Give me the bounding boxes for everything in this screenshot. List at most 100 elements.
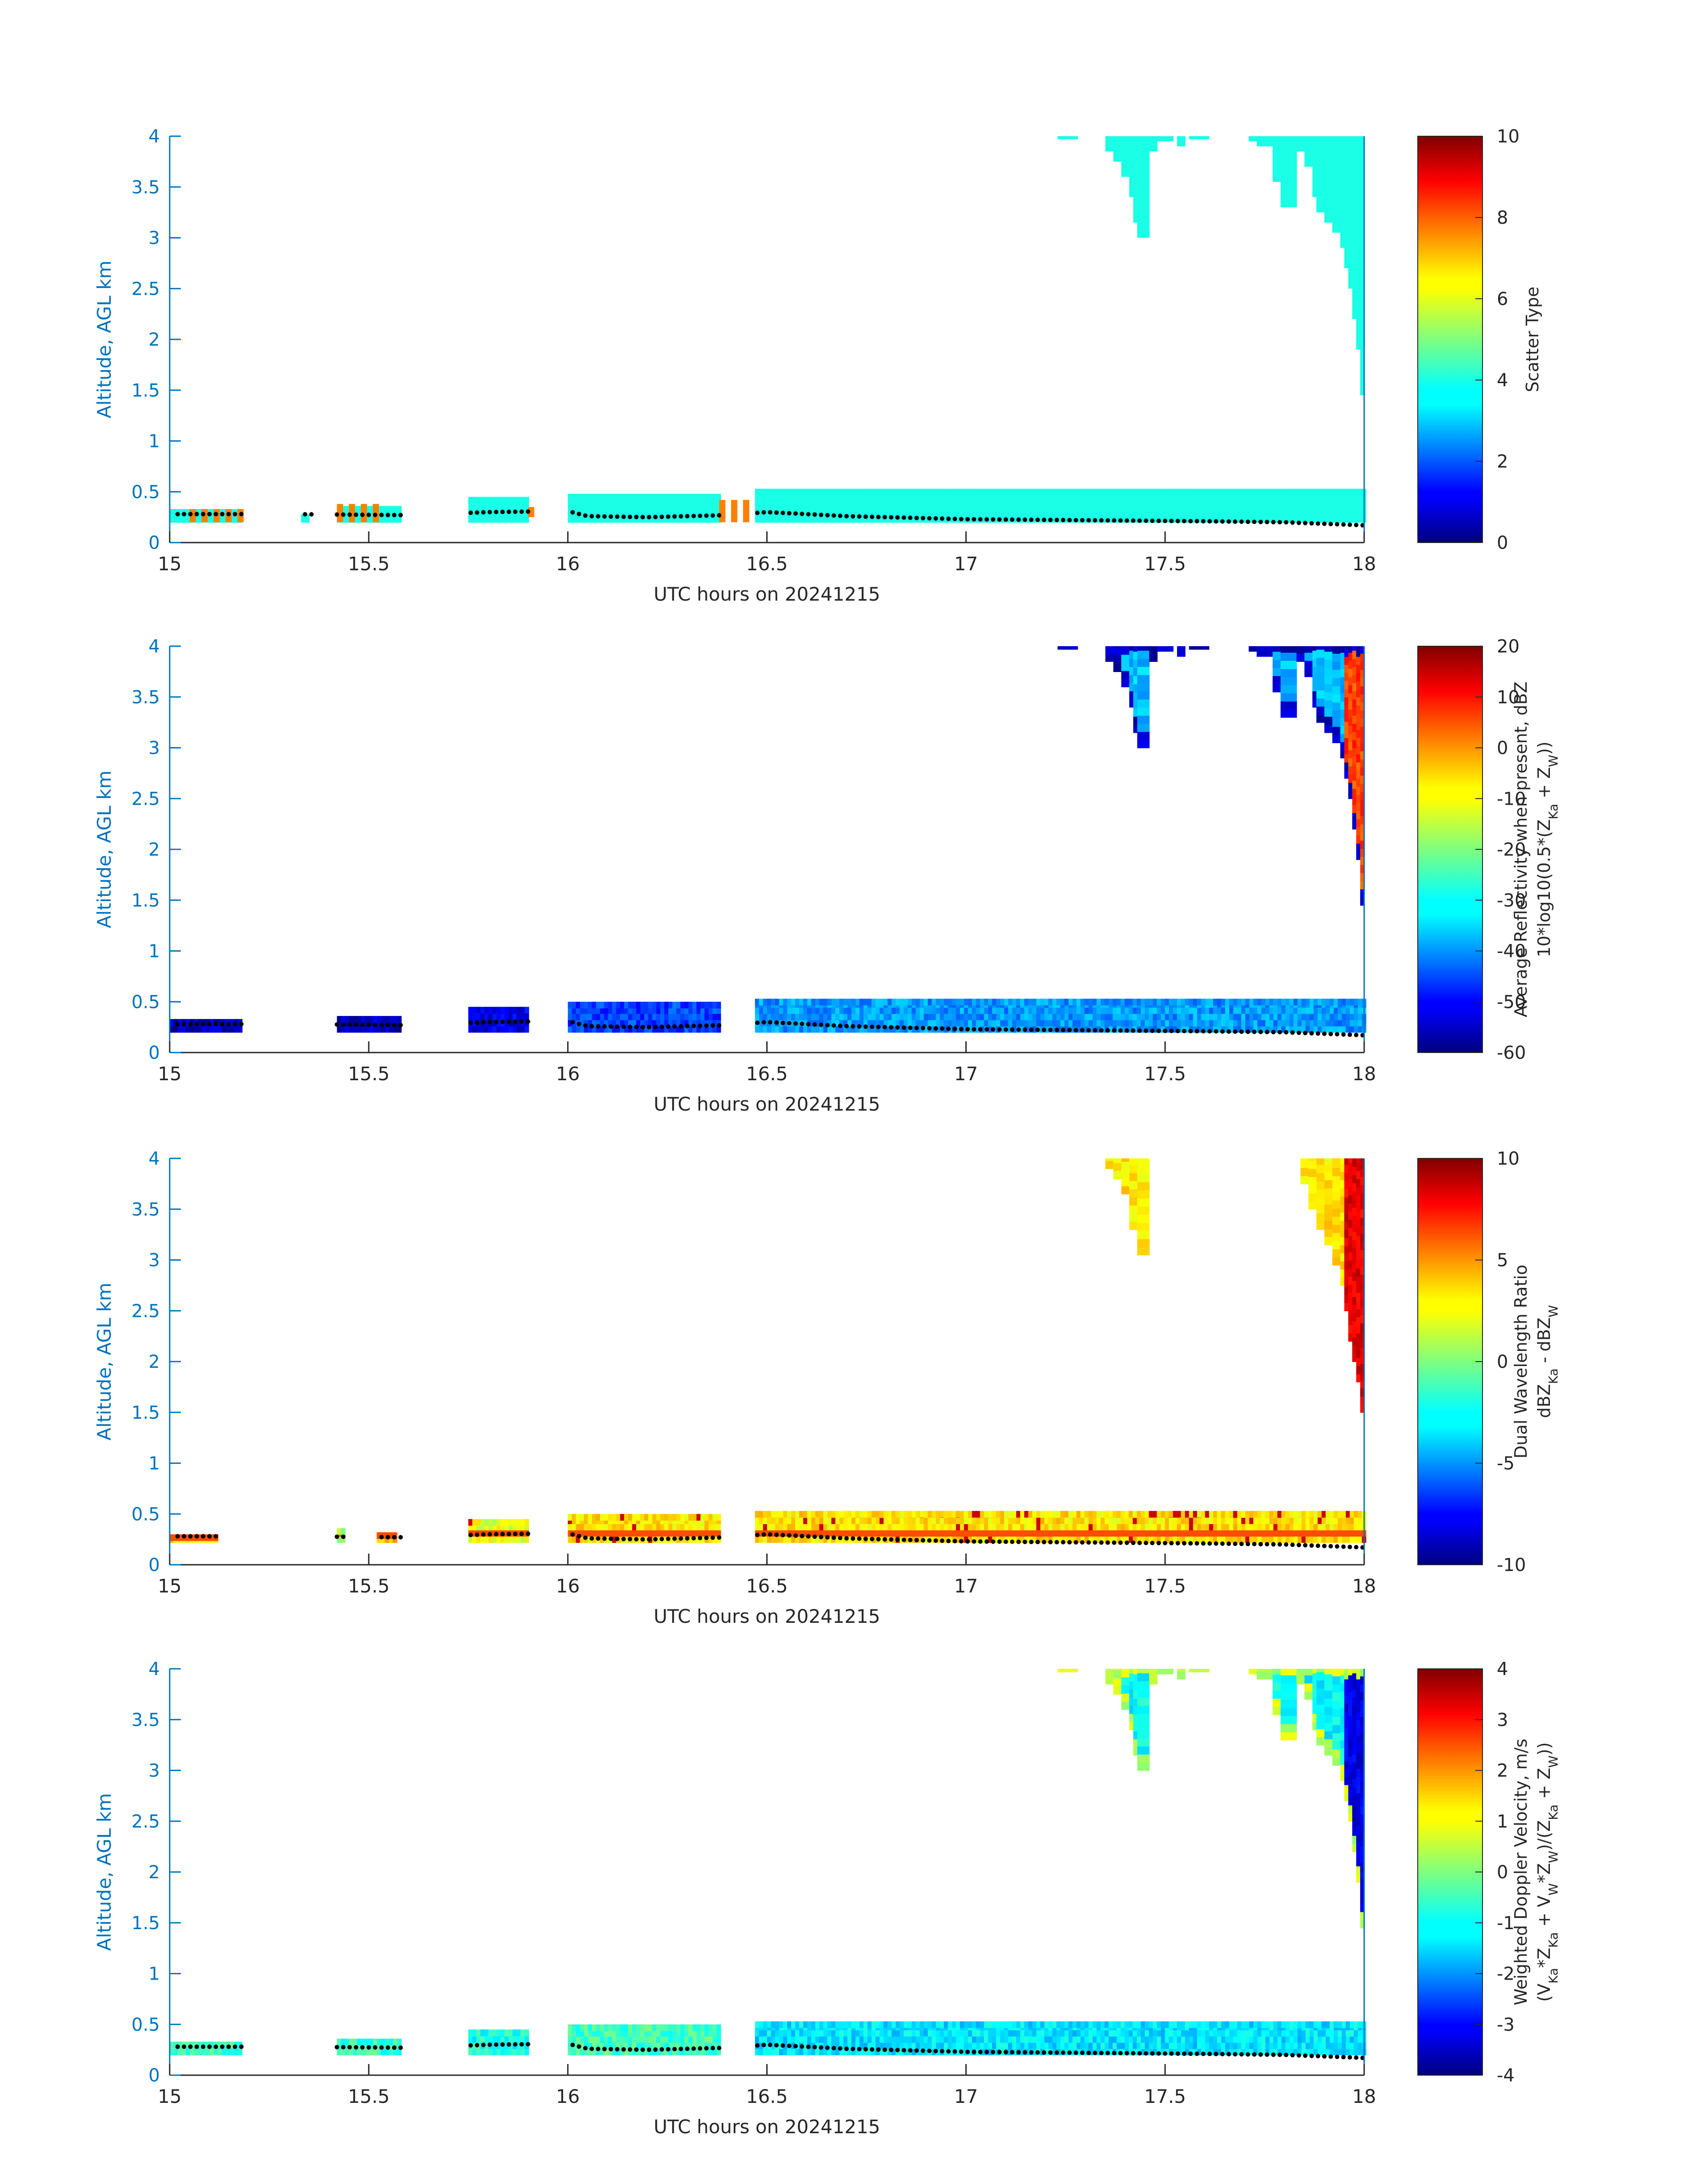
echo-cell <box>1249 497 1254 504</box>
echo-cell <box>496 1523 501 1530</box>
echo-cell <box>968 1511 973 1518</box>
cloud-cell <box>1348 1203 1353 1212</box>
echo-cell <box>1120 1007 1125 1014</box>
cloud-cell <box>1129 1221 1138 1230</box>
cloud-cell <box>1344 1181 1349 1190</box>
surface-dot <box>1003 1027 1008 1032</box>
echo-cell <box>940 1013 944 1020</box>
echo-cell <box>516 1020 521 1027</box>
echo-cell <box>480 497 485 504</box>
echo-cell <box>1233 510 1238 517</box>
echo-cell <box>1281 510 1286 517</box>
cloud-column <box>1105 136 1114 152</box>
echo-cell <box>1189 1007 1194 1014</box>
echo-cell <box>190 2041 194 2048</box>
echo-cell <box>1253 1517 1258 1524</box>
cloud-cell <box>1304 669 1313 677</box>
echo-cell <box>1321 1511 1326 1518</box>
echo-cell <box>827 489 832 496</box>
surface-dot <box>1194 1029 1199 1034</box>
cloud-cell <box>1129 1197 1138 1206</box>
echo-cell <box>1249 1517 1254 1524</box>
echo-cell <box>956 1013 960 1020</box>
surface-dot <box>1207 1029 1212 1034</box>
cloud-cell <box>1356 681 1361 689</box>
echo-cell <box>1092 1013 1097 1020</box>
surface-dot <box>1112 518 1117 523</box>
echo-cell <box>684 1529 689 1537</box>
surface-dot <box>1252 1542 1257 1546</box>
echo-cell <box>608 1517 613 1524</box>
cloud-column <box>1344 136 1349 268</box>
echo-cell <box>1253 1020 1258 1027</box>
cloud-cell <box>1113 1170 1122 1179</box>
echo-cell <box>827 1007 832 1014</box>
echo-cell <box>839 1511 844 1518</box>
surface-dot <box>653 1537 658 1542</box>
echo-cell <box>1213 1511 1218 1518</box>
echo-cell <box>381 516 386 523</box>
echo-cell <box>568 1517 572 1524</box>
echo-cell <box>676 503 681 510</box>
echo-cell <box>1357 489 1362 496</box>
echo-cell <box>608 1529 613 1537</box>
echo-cell <box>1008 1020 1013 1027</box>
echo-cell <box>1337 999 1342 1006</box>
echo-cell <box>476 516 481 523</box>
echo-cell <box>867 1511 872 1518</box>
echo-cell <box>795 1007 800 1014</box>
surface-dot <box>1201 1541 1206 1546</box>
echo-cell <box>1080 489 1085 496</box>
cloud-cell <box>1332 1216 1341 1225</box>
echo-cell <box>504 1013 509 1020</box>
cloud-cell <box>1348 790 1353 799</box>
echo-cell <box>843 1020 848 1027</box>
cloud-cell <box>1352 796 1357 805</box>
echo-cell <box>1349 489 1354 496</box>
echo-cell <box>1036 1013 1041 1020</box>
echo-cell <box>484 1007 489 1014</box>
echo-cell <box>952 1523 956 1530</box>
cloud-cell <box>1352 1353 1357 1362</box>
echo-cell <box>1072 1523 1077 1530</box>
echo-cell <box>835 1013 840 1020</box>
cloud-cell <box>1324 667 1333 676</box>
echo-cell <box>1104 1020 1109 1027</box>
echo-cell <box>1032 516 1037 523</box>
echo-cell <box>341 2048 346 2056</box>
echo-cell <box>787 1517 792 1524</box>
cloud-cell <box>1316 1181 1325 1190</box>
surface-dot <box>602 514 607 519</box>
echo-cell <box>1241 1536 1246 1543</box>
echo-cell <box>612 1007 617 1014</box>
cloud-cell <box>1344 673 1349 681</box>
cloud-cell <box>1340 660 1345 669</box>
echo-cell <box>488 1026 493 1033</box>
cloud-cell <box>1360 702 1365 711</box>
echo-cell <box>1044 1523 1049 1530</box>
echo-cell <box>672 1002 677 1009</box>
echo-cell <box>604 1523 609 1530</box>
cloud-column <box>1296 136 1305 152</box>
echo-cell <box>496 1013 501 1020</box>
echo-cell <box>612 503 617 510</box>
echo-cell <box>1197 1511 1202 1518</box>
echo-cell <box>692 1514 697 1521</box>
echo-cell <box>771 1026 776 1033</box>
echo-cell <box>716 1514 721 1521</box>
echo-cell <box>472 1519 477 1526</box>
echo-cell <box>819 1523 824 1530</box>
surface-dot <box>200 1022 205 1027</box>
echo-cell <box>799 1511 804 1518</box>
echo-cell <box>652 1020 657 1027</box>
echo-cell <box>1096 1523 1101 1530</box>
echo-cell <box>759 1517 764 1524</box>
echo-cell <box>1213 1529 1218 1537</box>
surface-dot <box>755 1020 760 1025</box>
echo-cell <box>775 1026 780 1033</box>
echo-cell <box>988 1013 993 1020</box>
surface-dot <box>570 1020 575 1025</box>
echo-cell <box>1353 1523 1358 1530</box>
echo-cell <box>952 1517 956 1524</box>
echo-cell <box>365 1016 370 1023</box>
